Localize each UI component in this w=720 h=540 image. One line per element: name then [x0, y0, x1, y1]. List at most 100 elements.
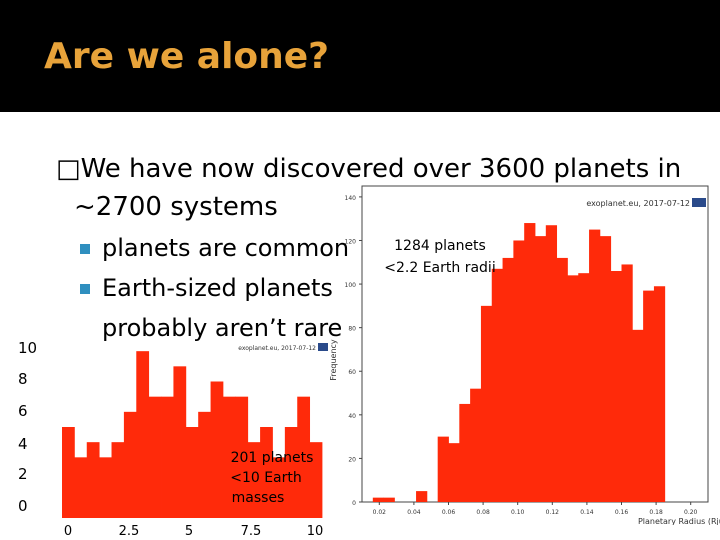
mass-histogram-svg: 201 planets <10 Earth masses exoplanet.eu, … [18, 336, 328, 539]
bar [383, 497, 395, 502]
bar [260, 427, 273, 518]
title-bar: Are we alone? [0, 0, 720, 112]
bullet-square-icon [80, 244, 90, 254]
bar [491, 268, 503, 502]
annotation-line2: <2.2 Earth radii [384, 260, 495, 276]
x-tick-label: 10 [307, 524, 324, 539]
bar [459, 403, 471, 502]
radius-histogram-svg: 0 20 40 60 80 100 120 140 0.02 0.04 0.06 0.08 0.10 0.… [330, 185, 720, 525]
radius-histogram: 0 20 40 60 80 100 120 140 0.02 0.04 0.06 0.08 0.10 0.… [330, 180, 720, 525]
main-bullet-line2: ~2700 systems [74, 192, 278, 222]
x-tick-label: 0.06 [442, 509, 456, 516]
annotation-line2: <10 Earth [230, 470, 302, 486]
sub-bullet-2-cont: probably aren’t rare [102, 314, 343, 342]
bar [589, 229, 601, 502]
watermark-badge [318, 343, 328, 351]
bar [599, 236, 612, 502]
bar [136, 351, 150, 518]
bar [99, 457, 112, 518]
sub-bullet-2: Earth-sized planets [80, 268, 333, 308]
bar [621, 264, 633, 502]
bar [556, 257, 568, 502]
bar [535, 236, 547, 502]
bar [632, 329, 644, 502]
bar [416, 491, 428, 502]
bar [578, 273, 590, 502]
bar [62, 427, 75, 518]
bar [502, 257, 514, 502]
y-tick-label: 4 [18, 435, 28, 453]
x-tick-label: 7.5 [241, 524, 262, 539]
y-tick-label: 80 [348, 326, 356, 333]
x-tick-label: 0.04 [407, 509, 421, 516]
y-tick-label: 0 [352, 500, 356, 507]
bar [309, 442, 323, 518]
y-tick-label: 2 [18, 465, 28, 483]
bar [545, 225, 558, 502]
sub-bullet-2-text: Earth-sized planets [102, 274, 333, 302]
bar [653, 286, 666, 502]
bar [643, 290, 655, 502]
x-tick-label: 0.08 [476, 509, 490, 516]
y-tick-label: 60 [348, 369, 356, 376]
bar [86, 442, 100, 518]
bar [111, 442, 125, 518]
x-axis-label: Planetary Radius (Rjup) [638, 517, 720, 525]
bar [567, 275, 579, 502]
sub-bullet-1-text: planets are common [102, 234, 350, 262]
x-tick-label: 0.12 [546, 509, 560, 516]
bar [513, 240, 525, 502]
watermark: exoplanet.eu, 2017-07-12 [238, 345, 316, 352]
y-tick-label: 8 [18, 370, 28, 388]
annotation-line3: masses [232, 490, 285, 506]
bullet-glyph-icon: □ [56, 154, 81, 184]
bar [480, 305, 493, 502]
bar [210, 381, 224, 518]
bar [284, 427, 298, 518]
y-tick-label: 10 [18, 339, 37, 357]
y-tick-label: 0 [18, 497, 28, 515]
bar [470, 388, 482, 502]
x-tick-label: 0.20 [684, 509, 698, 516]
bar [185, 427, 199, 518]
annotation-line1: 1284 planets [394, 238, 486, 254]
bar [372, 497, 385, 502]
y-tick-label: 40 [348, 413, 356, 420]
x-tick-label: 0.14 [580, 509, 594, 516]
watermark-badge [692, 198, 706, 207]
mass-histogram: 201 planets <10 Earth masses exoplanet.eu, … [0, 328, 335, 540]
bar [437, 436, 449, 502]
x-tick-label: 0.02 [373, 509, 387, 516]
y-tick-label: 100 [345, 282, 357, 289]
y-tick-label: 120 [345, 238, 357, 245]
bar [123, 411, 137, 518]
y-axis-label: Frequency [330, 339, 338, 381]
bullet-square-icon [80, 284, 90, 294]
x-tick-label: 0.10 [511, 509, 525, 516]
x-tick-label: 0.18 [649, 509, 663, 516]
main-bullet-line1: We have now discovered over 3600 planets… [80, 154, 682, 184]
bar [161, 396, 174, 518]
y-tick-label: 20 [348, 456, 356, 463]
y-tick-label: 140 [345, 195, 357, 202]
x-tick-label: 0.16 [615, 509, 629, 516]
watermark: exoplanet.eu, 2017-07-12 [586, 199, 690, 208]
annotation-line1: 201 planets [231, 450, 314, 466]
bar [148, 396, 162, 518]
x-tick-label: 2.5 [119, 524, 140, 539]
slide-title: Are we alone? [44, 36, 330, 77]
x-tick-label: 0 [64, 524, 72, 539]
y-tick-label: 6 [18, 402, 28, 420]
x-tick-label: 5 [185, 524, 193, 539]
bar [524, 223, 536, 502]
bar [235, 396, 249, 518]
bar [247, 442, 261, 518]
bar [222, 396, 236, 518]
bar [448, 443, 460, 502]
bar [297, 396, 311, 518]
bar [198, 411, 211, 518]
bar [74, 457, 88, 518]
sub-bullet-1: planets are common [80, 228, 349, 268]
main-bullet: □We have now discovered over 3600 planet… [56, 150, 716, 226]
bar [272, 457, 286, 518]
